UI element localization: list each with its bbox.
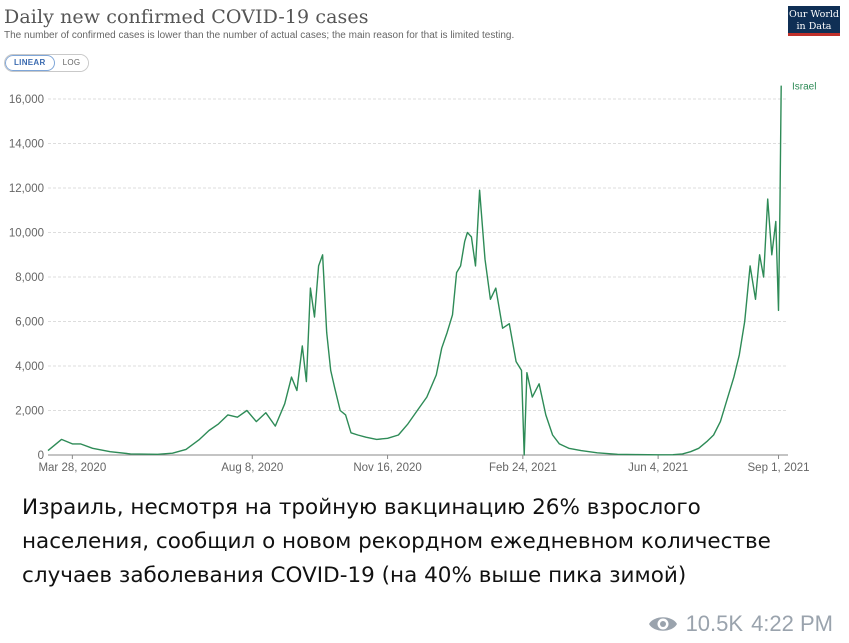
view-count: 10.5K [685, 611, 744, 636]
series-line-israel [47, 85, 782, 456]
series-end-label: Israel [792, 82, 816, 93]
y-axis-ticks: 0 2,000 4,000 6,000 8,000 10,000 12,000 14,000 1… [9, 94, 44, 462]
scale-toggle: LINEAR LOG [4, 54, 90, 72]
chart-plot: 0 2,000 4,000 6,000 8,000 10,000 12,000 14,000 1… [9, 82, 817, 474]
x-tick-label: Feb 24, 2021 [489, 462, 557, 474]
x-tick-label: Jun 4, 2021 [628, 462, 688, 474]
grid-lines [48, 98, 788, 456]
x-tick-label: Mar 28, 2020 [38, 462, 106, 474]
y-tick-label: 8,000 [15, 272, 44, 284]
y-tick-label: 14,000 [9, 139, 44, 151]
log-scale-button[interactable]: LOG [54, 55, 89, 71]
post-time: 4:22 PM [751, 611, 833, 636]
y-tick-label: 12,000 [9, 183, 44, 195]
y-tick-label: 6,000 [15, 317, 44, 329]
chart-title: Daily new confirmed COVID-19 cases [4, 6, 369, 28]
series-layer: Israel [47, 82, 816, 456]
y-tick-label: 4,000 [15, 361, 44, 373]
x-tick-label: Nov 16, 2020 [353, 462, 421, 474]
chart-subtitle: The number of confirmed cases is lower t… [4, 30, 515, 41]
logo-line-1: Our World [789, 9, 839, 20]
linear-scale-button[interactable]: LINEAR [5, 55, 55, 71]
post-caption: Израиль, несмотря на тройную вакцинацию … [22, 495, 771, 588]
x-axis-ticks: Mar 28, 2020 Aug 8, 2020 Nov 16, 2020 Feb 2… [38, 455, 810, 474]
owid-logo[interactable]: Our World in Data [788, 6, 840, 36]
x-tick-label: Aug 8, 2020 [221, 462, 283, 474]
y-tick-label: 16,000 [9, 94, 44, 106]
x-tick-label: Sep 1, 2021 [748, 462, 810, 474]
logo-line-2: in Data [796, 21, 832, 32]
y-tick-label: 0 [38, 450, 44, 462]
y-tick-label: 10,000 [9, 228, 44, 240]
y-tick-label: 2,000 [15, 406, 44, 418]
eye-icon [648, 617, 677, 631]
post-meta: 10.5K 4:22 PM [648, 611, 833, 637]
